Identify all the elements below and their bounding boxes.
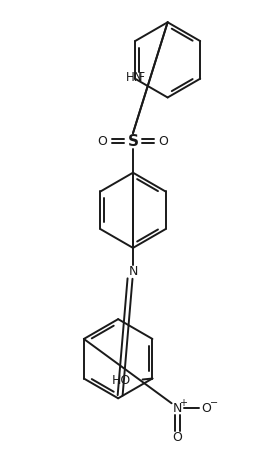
Text: +: + <box>180 398 188 408</box>
Text: −: − <box>210 398 218 408</box>
Text: O: O <box>159 135 169 148</box>
Text: O: O <box>97 135 107 148</box>
Text: HO: HO <box>111 374 131 387</box>
Text: F: F <box>138 71 145 84</box>
Text: O: O <box>201 402 211 415</box>
Text: N: N <box>173 402 182 415</box>
Text: O: O <box>173 431 182 445</box>
Text: N: N <box>128 265 138 278</box>
Text: S: S <box>127 134 139 149</box>
Text: HN: HN <box>126 71 143 84</box>
